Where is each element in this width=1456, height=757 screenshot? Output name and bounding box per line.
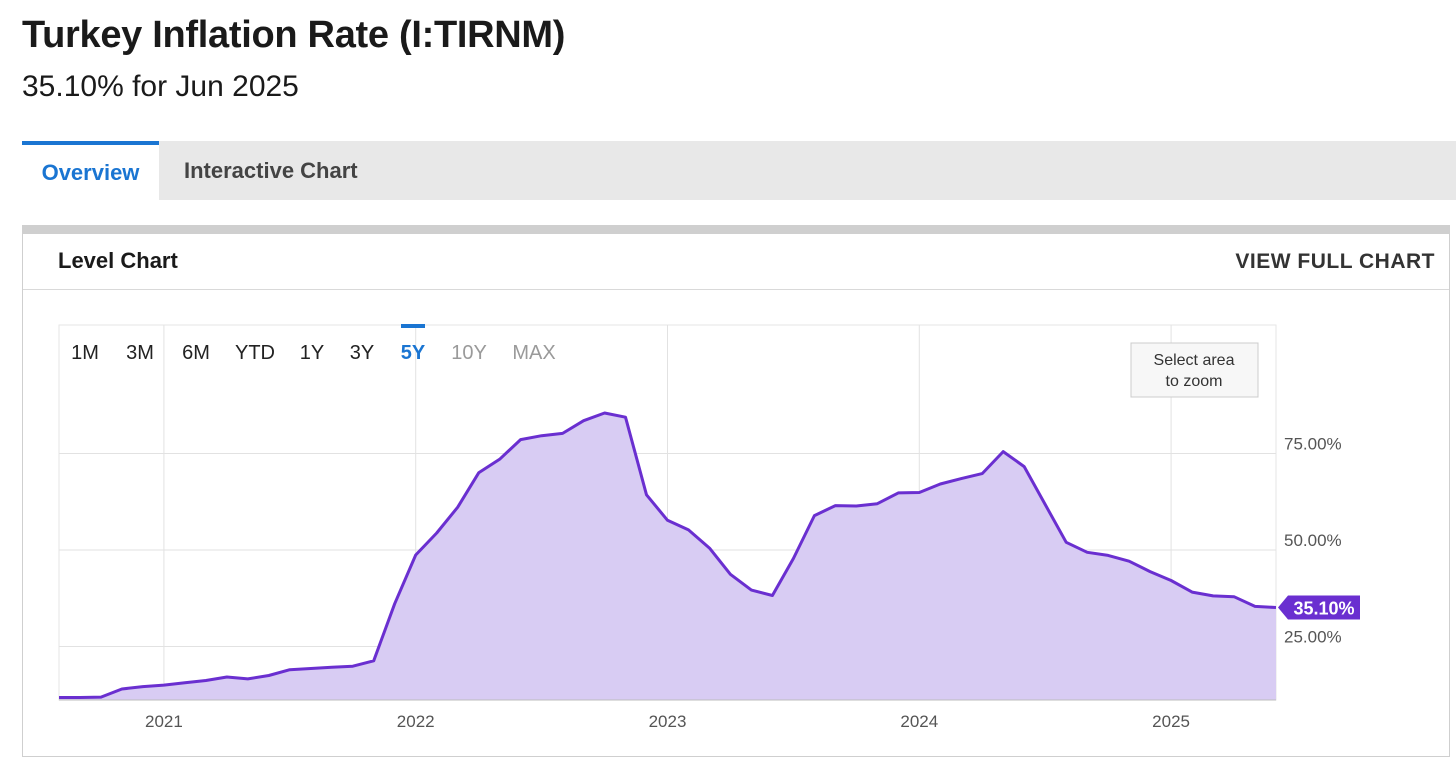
range-active-indicator [401,324,425,328]
y-tick-label: 50.00% [1284,531,1342,550]
range-button-ytd[interactable]: YTD [235,342,275,364]
tab-overview[interactable]: Overview [22,141,159,200]
range-button-10y: 10Y [451,342,487,364]
range-button-3y[interactable]: 3Y [350,342,374,364]
zoom-hint-box [1130,342,1259,398]
range-button-max: MAX [512,342,555,364]
range-button-6m[interactable]: 6M [182,342,210,364]
latest-value-subtitle: 35.10% for Jun 2025 [22,70,299,103]
panel-title: Level Chart [58,248,178,273]
range-button-3m[interactable]: 3M [126,342,154,364]
y-tick-label: 25.00% [1284,628,1342,647]
last-value-badge [1278,595,1360,620]
x-tick-label: 2023 [649,712,687,731]
range-button-1y[interactable]: 1Y [300,342,324,364]
range-button-1m[interactable]: 1M [71,342,99,364]
x-tick-label: 2022 [397,712,435,731]
page-title: Turkey Inflation Rate (I:TIRNM) [22,14,566,56]
x-tick-label: 2024 [900,712,938,731]
x-tick-label: 2021 [145,712,183,731]
tab-bar: Overview Interactive Chart [22,141,1456,200]
view-full-chart-link[interactable]: VIEW FULL CHART [1235,250,1435,273]
tab-interactive-chart[interactable]: Interactive Chart [184,158,358,183]
last-value-label: 35.10% [1293,599,1354,619]
zoom-hint-text: to zoom [1166,373,1223,390]
series-line [59,411,1277,699]
panel-header: Level Chart VIEW FULL CHART [23,234,1449,290]
range-button-5y[interactable]: 5Y [401,342,426,364]
series-area [59,413,1276,700]
zoom-hint-text: Select area [1154,352,1235,369]
x-tick-label: 2025 [1152,712,1190,731]
y-tick-label: 75.00% [1284,435,1342,454]
